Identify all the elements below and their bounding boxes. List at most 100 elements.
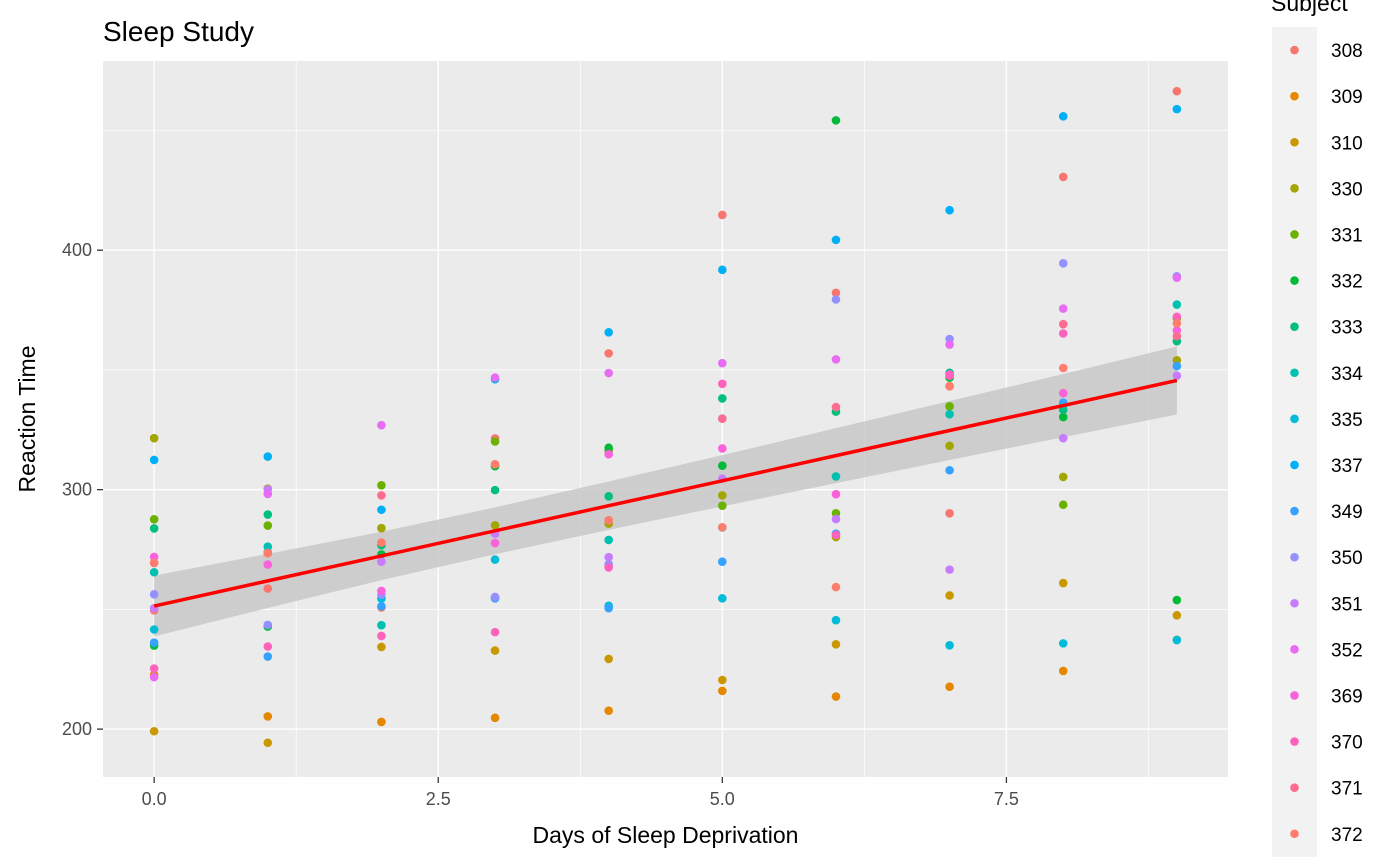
- data-point-371: [831, 402, 841, 412]
- data-point-337: [149, 455, 159, 465]
- data-point-372: [490, 459, 500, 469]
- data-point-333: [604, 492, 613, 501]
- data-point-335: [490, 555, 500, 564]
- data-point-332: [604, 443, 613, 453]
- data-point-337: [377, 505, 386, 515]
- legend: Subject 308 309 310 330 331 332 333 334 335 337 34…: [1271, 0, 1363, 857]
- data-point-337: [1172, 104, 1182, 114]
- data-point-310: [945, 591, 954, 600]
- data-point-331: [718, 501, 727, 510]
- data-point-372: [831, 582, 841, 592]
- data-point-349: [718, 557, 727, 567]
- data-point-349: [604, 603, 613, 613]
- data-point-310: [1172, 611, 1182, 620]
- data-point-330: [149, 433, 159, 443]
- data-point-370: [718, 379, 727, 389]
- legend-key-371: [1290, 783, 1299, 792]
- legend-key-351: [1290, 598, 1299, 608]
- legend-label-352: 352: [1331, 640, 1363, 661]
- legend-label-349: 349: [1331, 502, 1363, 523]
- legend-key-334: [1290, 368, 1299, 378]
- data-point-352: [263, 489, 273, 499]
- data-point-310: [1058, 578, 1068, 588]
- data-point-331: [149, 515, 159, 524]
- data-point-310: [263, 738, 273, 748]
- data-point-310: [604, 654, 613, 664]
- data-point-310: [377, 642, 386, 652]
- x-tick-label: 7.5: [994, 789, 1019, 809]
- legend-label-333: 333: [1331, 318, 1363, 339]
- data-point-370: [1058, 329, 1068, 338]
- data-point-332: [831, 116, 841, 125]
- data-point-308: [604, 349, 613, 358]
- data-point-333: [149, 524, 159, 533]
- data-point-369: [831, 489, 841, 499]
- data-point-370: [263, 642, 273, 651]
- data-point-370: [490, 627, 500, 637]
- legend-key-349: [1290, 506, 1299, 516]
- legend-key-310: [1290, 137, 1299, 147]
- data-point-333: [263, 510, 273, 519]
- data-point-333: [718, 394, 727, 403]
- legend-key-333: [1290, 322, 1299, 331]
- data-point-371: [1172, 331, 1182, 341]
- data-point-309: [1058, 666, 1068, 676]
- data-point-330: [490, 521, 500, 530]
- data-point-332: [718, 461, 727, 471]
- legend-label-337: 337: [1331, 456, 1363, 477]
- data-point-309: [831, 692, 841, 701]
- data-point-370: [831, 530, 841, 540]
- chart-title: Sleep Study: [103, 16, 254, 47]
- data-point-349: [1172, 361, 1182, 371]
- data-point-330: [945, 441, 954, 451]
- data-point-309: [377, 717, 386, 727]
- regression-line: [153, 378, 1178, 608]
- data-point-349: [945, 465, 954, 475]
- legend-label-370: 370: [1331, 733, 1363, 754]
- data-point-308: [263, 584, 273, 593]
- data-point-308: [718, 210, 727, 220]
- data-point-350: [490, 592, 500, 602]
- data-point-335: [1058, 639, 1068, 648]
- legend-key-308: [1290, 45, 1299, 55]
- legend-key-337: [1290, 460, 1299, 470]
- y-tick-label: 200: [62, 719, 92, 739]
- confidence-band-group: [154, 346, 1177, 637]
- data-point-372: [149, 558, 159, 568]
- data-point-310: [149, 726, 159, 736]
- data-point-333: [490, 485, 500, 495]
- data-point-310: [831, 640, 841, 649]
- data-point-349: [263, 652, 273, 661]
- data-point-370: [1172, 312, 1182, 322]
- data-point-352: [945, 340, 954, 349]
- data-point-334: [377, 620, 386, 630]
- legend-key-309: [1290, 91, 1299, 101]
- data-point-332: [1172, 595, 1182, 605]
- y-tick-label: 400: [62, 240, 92, 260]
- data-point-369: [263, 560, 273, 569]
- data-point-352: [377, 420, 386, 430]
- data-point-350: [263, 620, 273, 630]
- data-point-309: [490, 713, 500, 723]
- x-tick-label: 2.5: [426, 789, 451, 809]
- data-point-351: [1172, 371, 1182, 380]
- data-point-370: [945, 371, 954, 380]
- data-point-370: [377, 631, 386, 641]
- data-point-372: [263, 548, 273, 558]
- data-point-372: [945, 381, 954, 391]
- data-point-335: [149, 625, 159, 634]
- legend-key-331: [1290, 230, 1299, 239]
- data-point-372: [718, 522, 727, 532]
- data-point-352: [718, 358, 727, 368]
- data-point-330: [377, 523, 386, 533]
- data-point-309: [263, 712, 273, 721]
- legend-label-309: 309: [1331, 87, 1363, 108]
- data-point-370: [149, 664, 159, 673]
- data-point-351: [377, 557, 386, 567]
- data-point-334: [945, 409, 954, 419]
- data-point-351: [831, 514, 841, 524]
- data-point-330: [718, 491, 727, 500]
- legend-key-335: [1290, 414, 1299, 424]
- data-point-352: [149, 672, 159, 682]
- data-point-331: [490, 437, 500, 446]
